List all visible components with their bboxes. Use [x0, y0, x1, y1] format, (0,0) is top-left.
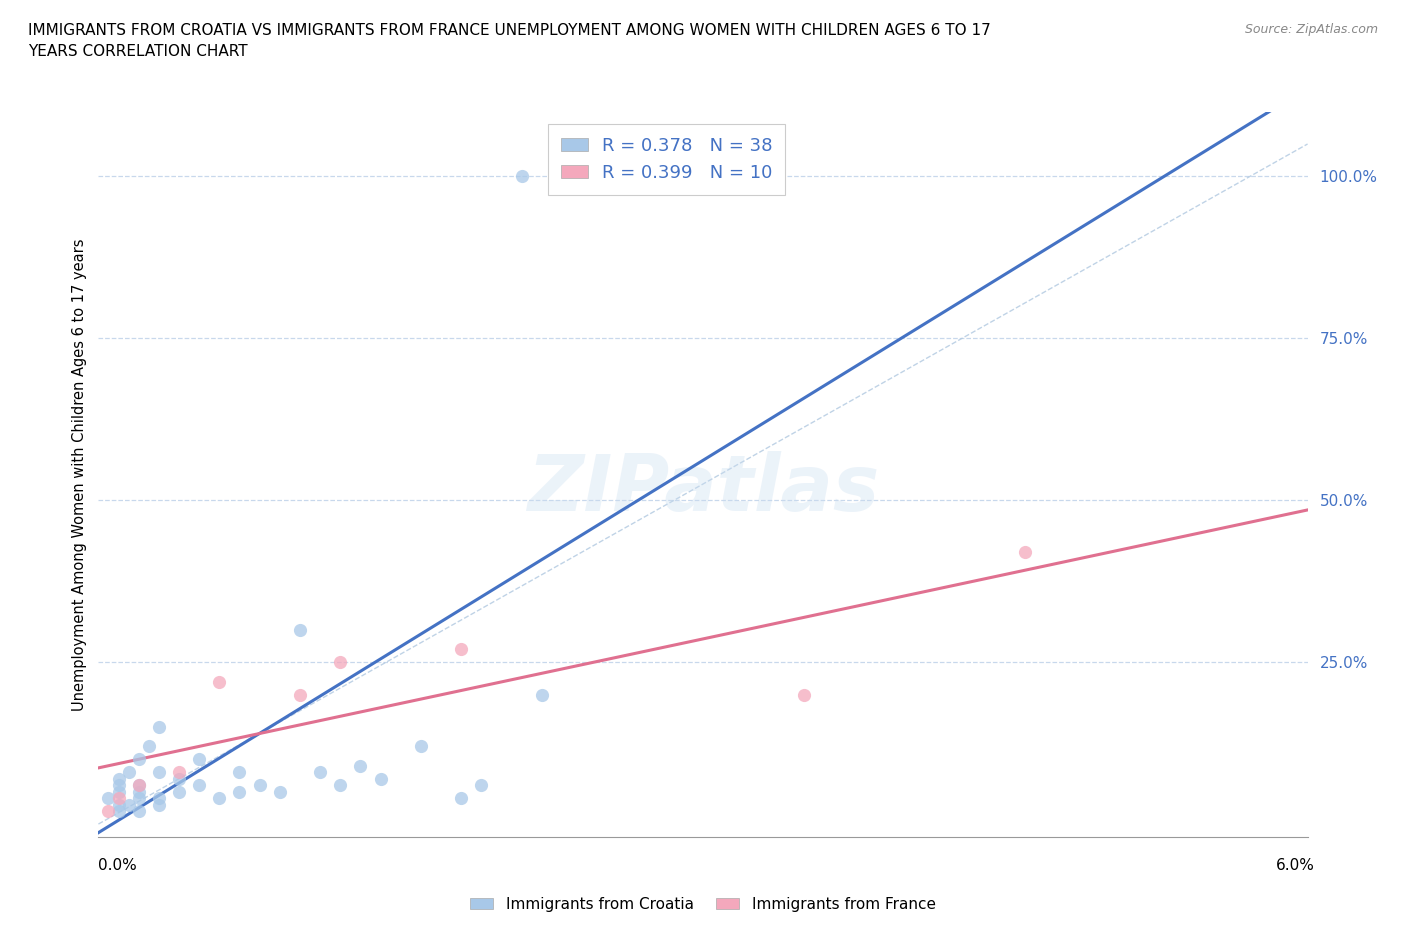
Point: [329, 777, 352, 792]
Point: [167, 771, 190, 786]
Point: [510, 169, 533, 184]
Text: 0.0%: 0.0%: [98, 857, 138, 872]
Point: [188, 751, 211, 766]
Point: [288, 687, 311, 702]
Point: [107, 790, 129, 805]
Point: [148, 797, 170, 812]
Point: [148, 764, 170, 779]
Point: [128, 777, 150, 792]
Point: [107, 784, 129, 799]
Point: [208, 674, 231, 689]
Point: [128, 804, 150, 818]
Point: [591, 169, 613, 184]
Point: [1014, 545, 1036, 560]
Point: [118, 764, 141, 779]
Point: [118, 797, 141, 812]
Point: [128, 790, 150, 805]
Point: [148, 720, 170, 735]
Text: IMMIGRANTS FROM CROATIA VS IMMIGRANTS FROM FRANCE UNEMPLOYMENT AMONG WOMEN WITH : IMMIGRANTS FROM CROATIA VS IMMIGRANTS FR…: [28, 23, 991, 60]
Text: ZIPatlas: ZIPatlas: [527, 451, 879, 526]
Point: [349, 758, 371, 773]
Point: [309, 764, 332, 779]
Point: [128, 784, 150, 799]
Point: [167, 784, 190, 799]
Point: [228, 764, 250, 779]
Text: 6.0%: 6.0%: [1275, 857, 1315, 872]
Point: [450, 642, 472, 657]
Y-axis label: Unemployment Among Women with Children Ages 6 to 17 years: Unemployment Among Women with Children A…: [72, 238, 87, 711]
Point: [188, 777, 211, 792]
Point: [97, 790, 120, 805]
Point: [249, 777, 271, 792]
Point: [288, 622, 311, 637]
Point: [167, 764, 190, 779]
Point: [107, 771, 129, 786]
Point: [470, 777, 492, 792]
Point: [208, 790, 231, 805]
Point: [409, 738, 432, 753]
Point: [107, 797, 129, 812]
Point: [793, 687, 815, 702]
Point: [228, 784, 250, 799]
Point: [128, 777, 150, 792]
Point: [530, 687, 553, 702]
Point: [138, 738, 160, 753]
Point: [128, 751, 150, 766]
Point: [97, 804, 120, 818]
Point: [107, 804, 129, 818]
Text: Source: ZipAtlas.com: Source: ZipAtlas.com: [1244, 23, 1378, 36]
Point: [148, 790, 170, 805]
Point: [370, 771, 392, 786]
Point: [269, 784, 291, 799]
Point: [450, 790, 472, 805]
Legend: R = 0.378   N = 38, R = 0.399   N = 10: R = 0.378 N = 38, R = 0.399 N = 10: [548, 125, 786, 194]
Legend: Immigrants from Croatia, Immigrants from France: Immigrants from Croatia, Immigrants from…: [464, 891, 942, 918]
Point: [329, 655, 352, 670]
Point: [107, 777, 129, 792]
